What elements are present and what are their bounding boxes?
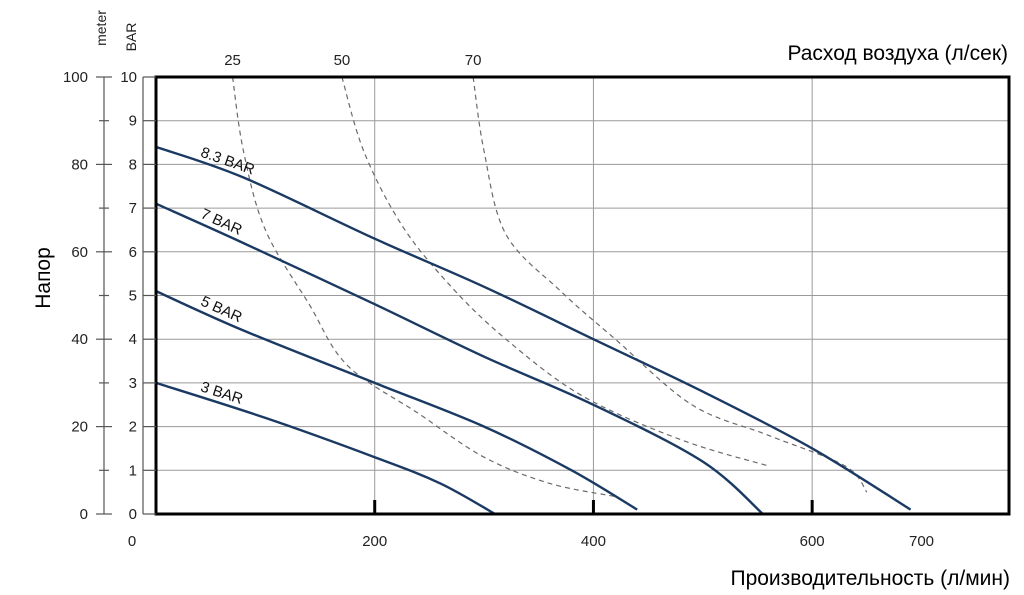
air-flow-curve [472, 76, 868, 493]
air-flow-label: 25 [224, 52, 241, 69]
pressure-curve [155, 145, 912, 511]
air-flow-curve [232, 76, 616, 498]
meter-tick-label: 0 [80, 506, 88, 523]
pressure-curve [155, 202, 764, 515]
air-flow-label: 50 [334, 52, 351, 69]
meter-tick-label: 20 [71, 419, 88, 436]
x-tick-label: 400 [581, 533, 606, 550]
x-tick-label: 600 [800, 533, 825, 550]
bar-tick-label: 3 [129, 375, 137, 392]
axes: 0 200 400 600 700 0 20 40 60 80 100 0 1 2 3 4 5 6 7 8 9 10 [63, 69, 934, 550]
y-unit-meter: meter [93, 10, 109, 46]
pressure-curve-label: 8.3 BAR [198, 144, 256, 179]
bar-tick-label: 1 [129, 462, 137, 479]
air-flow-curve [341, 76, 769, 467]
x-axis-top-title: Расход воздуха (л/сек) [787, 42, 1008, 65]
meter-tick-label: 80 [71, 156, 88, 173]
meter-tick-label: 40 [71, 331, 88, 348]
bar-tick-label: 9 [129, 113, 137, 130]
bar-tick-label: 2 [129, 419, 137, 436]
bar-tick-label: 4 [129, 331, 137, 348]
x-tick-label: 0 [128, 533, 136, 550]
bar-tick-label: 8 [129, 156, 137, 173]
air-flow-curves: 25 50 70 [224, 52, 868, 498]
pressure-curve [155, 381, 496, 516]
air-flow-label: 70 [465, 52, 482, 69]
bar-tick-label: 0 [129, 506, 137, 523]
x-tick-label: 700 [909, 533, 934, 550]
y-axis-title: Напор [32, 247, 55, 309]
bar-tick-label: 5 [129, 288, 137, 305]
bar-tick-label: 10 [120, 69, 137, 86]
meter-tick-label: 100 [63, 69, 88, 86]
bar-tick-label: 7 [129, 200, 137, 217]
y-unit-bar: BAR [123, 23, 139, 52]
bar-tick-label: 6 [129, 244, 137, 261]
meter-tick-label: 60 [71, 244, 88, 261]
x-tick-label: 200 [362, 533, 387, 550]
grid [156, 77, 1009, 514]
pressure-curve [155, 290, 638, 511]
x-axis-bottom-title: Производительность (л/мин) [730, 567, 1010, 590]
